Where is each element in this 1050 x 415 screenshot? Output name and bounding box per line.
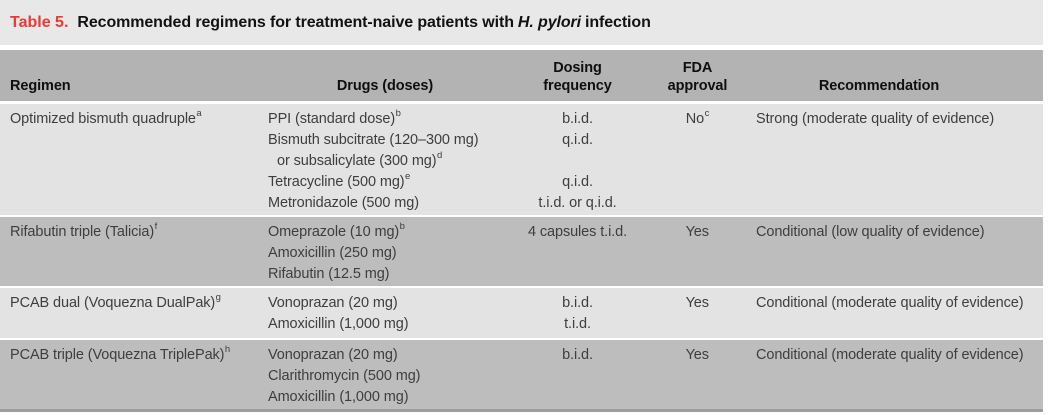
regimen-cell: Rifabutin triple (Talicia)f bbox=[0, 216, 255, 287]
frequency-text: b.i.d. bbox=[562, 346, 593, 363]
column-header-recommendation: Recommendation bbox=[818, 77, 940, 94]
drug-text: Clarithromycin (500 mg) bbox=[268, 367, 421, 384]
fda-text: Yes bbox=[685, 223, 709, 240]
drugs-cell: Vonoprazan (20 mg) Clarithromycin (500 m… bbox=[255, 339, 515, 411]
drug-text: Amoxicillin (1,000 mg) bbox=[268, 388, 409, 405]
column-header-regimen: Regimen bbox=[10, 77, 71, 94]
drug-text: Bismuth subcitrate (120–300 mg) bbox=[268, 131, 479, 148]
recommendation-text: Conditional (low quality of evidence) bbox=[756, 223, 985, 240]
drug-text: or subsalicylate (300 mg) bbox=[277, 152, 437, 169]
table-caption: Table 5. Recommended regimens for treatm… bbox=[0, 0, 1043, 45]
regimen-cell: Optimized bismuth quadruplea bbox=[0, 102, 255, 216]
regimens-table: Regimen Drugs (doses) Dosing frequency F… bbox=[0, 50, 1043, 412]
footnote-marker: b bbox=[399, 220, 405, 232]
recommendation-text: Conditional (moderate quality of evidenc… bbox=[756, 346, 1024, 363]
dosing-frequency-cell: b.i.d. bbox=[515, 339, 640, 411]
footnote-marker: e bbox=[405, 170, 411, 182]
recommendation-text: Conditional (moderate quality of evidenc… bbox=[756, 294, 1024, 311]
table-title-text: Recommended regimens for treatment-naive… bbox=[77, 13, 514, 31]
drug-text: Vonoprazan (20 mg) bbox=[268, 294, 398, 311]
fda-approval-cell: Yes bbox=[640, 287, 755, 339]
frequency-text bbox=[516, 387, 639, 408]
frequency-text bbox=[516, 366, 639, 387]
table-row: PCAB triple (Voquezna TriplePak)h Vonopr… bbox=[0, 338, 1043, 411]
drug-text: Tetracycline (500 mg) bbox=[268, 173, 405, 190]
recommendation-cell: Conditional (low quality of evidence) bbox=[755, 216, 1043, 287]
table-row: Rifabutin triple (Talicia)f Omeprazole (… bbox=[0, 215, 1043, 287]
footnote-marker: g bbox=[215, 291, 221, 303]
recommendation-cell: Strong (moderate quality of evidence) bbox=[755, 102, 1043, 216]
drug-text: Amoxicillin (250 mg) bbox=[268, 244, 397, 261]
table-title-suffix: infection bbox=[584, 13, 651, 31]
frequency-text bbox=[516, 264, 639, 285]
footnote-marker: a bbox=[196, 107, 202, 119]
frequency-text bbox=[516, 243, 639, 264]
footnote-marker: c bbox=[704, 107, 710, 119]
table-row: Optimized bismuth quadruplea PPI (standa… bbox=[0, 102, 1043, 216]
table-row: PCAB dual (Voquezna DualPak)g Vonoprazan… bbox=[0, 286, 1043, 339]
frequency-text bbox=[516, 151, 639, 172]
dosing-frequency-cell: b.i.d. q.i.d. q.i.d. t.i.d. or q.i.d. bbox=[515, 102, 640, 216]
dosing-frequency-cell: 4 capsules t.i.d. bbox=[515, 216, 640, 287]
drug-text: PPI (standard dose) bbox=[268, 110, 396, 127]
column-header-drugs-doses: Drugs (doses) bbox=[336, 77, 434, 94]
fda-approval-cell: Yes bbox=[640, 339, 755, 411]
fda-approval-cell: Yes bbox=[640, 216, 755, 287]
regimen-text: PCAB triple (Voquezna TriplePak) bbox=[10, 346, 225, 363]
drug-text: Metronidazole (500 mg) bbox=[268, 194, 419, 211]
footnote-marker: d bbox=[437, 149, 443, 161]
recommendation-cell: Conditional (moderate quality of evidenc… bbox=[755, 339, 1043, 411]
dosing-frequency-cell: b.i.d. t.i.d. bbox=[515, 287, 640, 339]
recommendation-text: Strong (moderate quality of evidence) bbox=[756, 110, 995, 127]
drug-text: Vonoprazan (20 mg) bbox=[268, 346, 398, 363]
frequency-text: q.i.d. bbox=[562, 173, 593, 190]
drugs-cell: PPI (standard dose)b Bismuth subcitrate … bbox=[255, 102, 515, 216]
fda-approval-cell: Noc bbox=[640, 102, 755, 216]
column-header-dosing-frequency: Dosing frequency bbox=[543, 59, 612, 94]
table-header-row: Regimen Drugs (doses) Dosing frequency F… bbox=[0, 50, 1043, 102]
fda-text: No bbox=[685, 110, 705, 127]
drugs-cell: Vonoprazan (20 mg) Amoxicillin (1,000 mg… bbox=[255, 287, 515, 339]
footnote-marker: b bbox=[395, 107, 401, 119]
frequency-text: t.i.d. or q.i.d. bbox=[538, 194, 617, 211]
drug-text: Amoxicillin (1,000 mg) bbox=[268, 315, 409, 332]
drug-text: Rifabutin (12.5 mg) bbox=[268, 265, 390, 282]
fda-text: Yes bbox=[685, 294, 709, 311]
frequency-text: 4 capsules t.i.d. bbox=[527, 223, 628, 240]
column-header-fda-approval: FDA approval bbox=[667, 59, 728, 94]
footnote-marker: h bbox=[224, 343, 231, 355]
frequency-text: b.i.d. bbox=[562, 110, 593, 127]
recommendation-cell: Conditional (moderate quality of evidenc… bbox=[755, 287, 1043, 339]
regimen-text: PCAB dual (Voquezna DualPak) bbox=[10, 294, 216, 311]
table-title-italic-species: H. pylori bbox=[517, 13, 581, 31]
regimen-text: Rifabutin triple (Talicia) bbox=[10, 223, 155, 240]
frequency-text: t.i.d. bbox=[564, 315, 591, 332]
drugs-cell: Omeprazole (10 mg)b Amoxicillin (250 mg)… bbox=[255, 216, 515, 287]
regimen-cell: PCAB dual (Voquezna DualPak)g bbox=[0, 287, 255, 339]
regimen-text: Optimized bismuth quadruple bbox=[10, 110, 196, 127]
regimen-cell: PCAB triple (Voquezna TriplePak)h bbox=[0, 339, 255, 411]
footnote-marker: f bbox=[154, 220, 158, 232]
frequency-text: b.i.d. bbox=[562, 294, 593, 311]
table-number-label: Table 5. bbox=[10, 13, 69, 31]
frequency-text: q.i.d. bbox=[562, 131, 593, 148]
drug-text: Omeprazole (10 mg) bbox=[268, 223, 400, 240]
fda-text: Yes bbox=[685, 346, 709, 363]
